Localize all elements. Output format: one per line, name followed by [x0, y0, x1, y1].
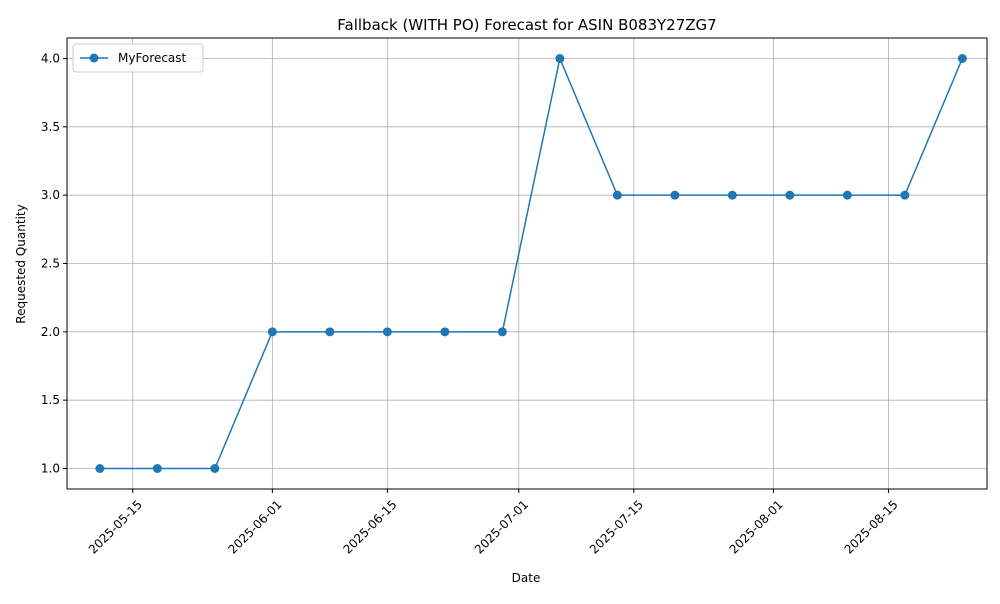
data-point: [555, 54, 565, 63]
data-point: [267, 327, 277, 337]
legend-label: MyForecast: [118, 51, 187, 65]
y-tick-label: 1.5: [41, 393, 60, 407]
x-axis-label: Date: [512, 571, 541, 585]
data-point: [440, 327, 450, 337]
y-axis: 1.0 1.5 2.0 2.5 3.0 3.5 4.0: [41, 52, 67, 476]
data-point: [497, 327, 507, 337]
chart-title: Fallback (WITH PO) Forecast for ASIN B08…: [337, 16, 716, 34]
data-point: [382, 327, 392, 337]
y-tick-label: 3.0: [41, 188, 60, 202]
data-point: [152, 464, 162, 473]
legend: MyForecast: [72, 43, 204, 73]
legend-box: [72, 43, 204, 73]
grid: [67, 38, 987, 489]
data-point: [727, 190, 737, 200]
y-tick-label: 1.0: [41, 462, 60, 476]
y-tick-label: 2.5: [41, 257, 60, 271]
data-point: [842, 190, 852, 200]
legend-marker: [89, 53, 99, 63]
series-line: [99, 55, 964, 470]
data-point: [900, 190, 910, 200]
data-point: [957, 54, 967, 63]
y-axis-label: Requested Quantity: [14, 204, 28, 323]
y-tick-label: 2.0: [41, 325, 60, 339]
y-tick-label: 3.5: [41, 120, 60, 134]
data-point: [210, 464, 220, 473]
data-point: [785, 190, 795, 200]
data-point: [325, 327, 335, 337]
data-point: [612, 190, 622, 200]
series-layer: [95, 54, 967, 473]
data-point: [95, 464, 105, 473]
data-point: [670, 190, 680, 200]
y-tick-label: 4.0: [41, 52, 60, 66]
